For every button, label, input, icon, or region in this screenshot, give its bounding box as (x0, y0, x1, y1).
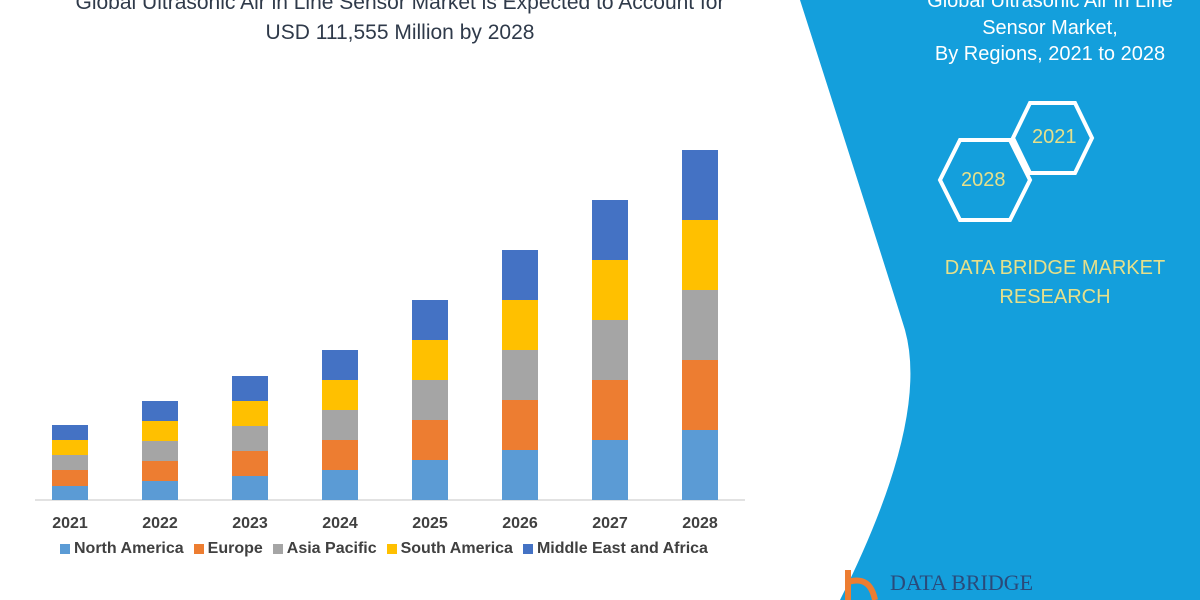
legend-swatch (272, 544, 283, 554)
hexagon-2028 (937, 138, 1033, 222)
legend-item: Europe (193, 540, 263, 558)
side-panel-bg (800, 0, 1200, 600)
bar-2026-asia-pacific (502, 350, 538, 400)
bar-2022-south-america (142, 421, 178, 441)
bar-2024-asia-pacific (322, 410, 358, 440)
legend-swatch (386, 544, 397, 554)
bar-2021-europe (52, 470, 88, 486)
hex-label-2028: 2028 (961, 169, 1006, 191)
legend: North America Europe Asia Pacific South Ame… (60, 540, 708, 558)
legend-label: Asia Pacific (286, 540, 377, 557)
panel-title-line3: By Regions, 2021 to 2028 (934, 43, 1166, 65)
bar-2021-asia-pacific (52, 455, 88, 470)
panel-title-line1: Global Ultrasonic Air in Line (927, 0, 1173, 12)
x-tick-label: 2024 (322, 515, 358, 532)
legend-swatch (193, 544, 204, 554)
bar-2024-south-america (322, 380, 358, 410)
bar-2023-north-america (232, 476, 268, 500)
bar-2027-asia-pacific (592, 320, 628, 380)
chart-title-line1: Global Ultrasonic Air in Line Sensor Mar… (75, 0, 725, 14)
legend-label: Middle East and Africa (536, 540, 708, 557)
bar-2027-middle-east-and-africa (592, 200, 628, 260)
bar-2022-north-america (142, 481, 178, 500)
chart-title-line2: USD 111,555 Million by 2028 (265, 21, 535, 44)
legend-label: North America (74, 540, 184, 557)
bars (52, 150, 718, 500)
bar-2023-south-america (232, 401, 268, 426)
x-tick-label: 2027 (592, 515, 628, 532)
bar-2026-north-america (502, 450, 538, 500)
brand-line2: RESEARCH (999, 286, 1111, 308)
bar-2024-north-america (322, 470, 358, 500)
bar-2025-europe (412, 420, 448, 460)
bar-2022-asia-pacific (142, 441, 178, 461)
brand-line1: DATA BRIDGE MARKET (944, 257, 1166, 279)
x-tick-label: 2026 (502, 515, 538, 532)
logo-text: DATA BRIDGE (890, 570, 1034, 595)
legend-item: Middle East and Africa (522, 540, 708, 558)
bar-2028-south-america (682, 220, 718, 290)
x-tick-label: 2022 (142, 515, 178, 532)
legend-item: South America (386, 540, 513, 558)
bar-2028-europe (682, 360, 718, 430)
hex-label-2021: 2021 (1032, 126, 1077, 148)
legend-item: Asia Pacific (272, 540, 377, 558)
bar-2022-europe (142, 461, 178, 481)
bar-2027-south-america (592, 260, 628, 320)
bar-2021-north-america (52, 486, 88, 500)
bar-2021-middle-east-and-africa (52, 425, 88, 440)
legend-label: South America (400, 540, 513, 557)
bar-2027-north-america (592, 440, 628, 500)
legend-item: North America (60, 540, 184, 558)
bar-2025-north-america (412, 460, 448, 500)
logo-icon (845, 570, 878, 600)
x-tick-label: 2021 (52, 515, 88, 532)
bar-2021-south-america (52, 440, 88, 455)
x-tick-label: 2028 (682, 515, 718, 532)
panel-title-line2: Sensor Market, (982, 17, 1118, 39)
bar-2026-south-america (502, 300, 538, 350)
legend-swatch (60, 544, 70, 554)
bar-2026-europe (502, 400, 538, 450)
bar-2023-middle-east-and-africa (232, 376, 268, 401)
bar-2024-middle-east-and-africa (322, 350, 358, 380)
brand-text: DATA BRIDGE MARKET RESEARCH (905, 254, 1200, 312)
bar-2028-middle-east-and-africa (682, 150, 718, 220)
bar-2028-north-america (682, 430, 718, 500)
bar-2023-europe (232, 451, 268, 476)
bar-2026-middle-east-and-africa (502, 250, 538, 300)
legend-swatch (522, 544, 533, 554)
bar-2025-south-america (412, 340, 448, 380)
bar-2024-europe (322, 440, 358, 470)
bar-2023-asia-pacific (232, 426, 268, 451)
hexagon-2021 (1010, 101, 1095, 175)
bar-2025-asia-pacific (412, 380, 448, 420)
bar-2027-europe (592, 380, 628, 440)
legend-label: Europe (207, 540, 263, 557)
x-tick-label: 2023 (232, 515, 268, 532)
bar-2025-middle-east-and-africa (412, 300, 448, 340)
bar-2028-asia-pacific (682, 290, 718, 360)
bar-2022-middle-east-and-africa (142, 401, 178, 421)
x-tick-label: 2025 (412, 515, 448, 532)
